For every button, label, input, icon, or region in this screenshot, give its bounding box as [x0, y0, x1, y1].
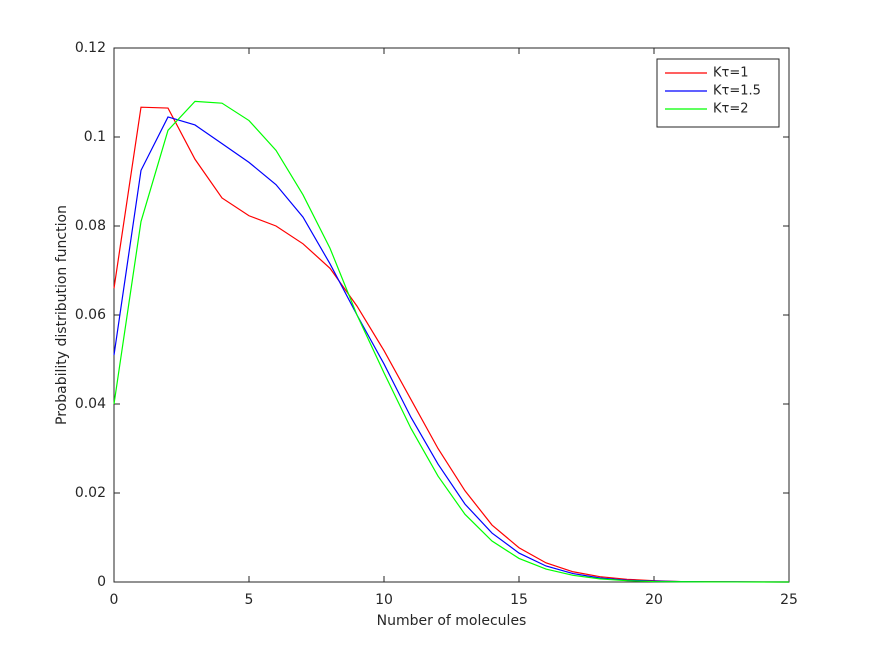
y-tick-label: 0.1 [84, 129, 106, 145]
x-tick-label: 25 [780, 592, 798, 608]
y-tick-label: 0.08 [75, 218, 106, 234]
x-tick-label: 5 [245, 592, 254, 608]
x-tick-label: 0 [110, 592, 119, 608]
y-tick-label: 0.04 [75, 396, 106, 412]
x-tick-label: 20 [645, 592, 663, 608]
y-tick-label: 0 [97, 574, 106, 590]
y-axis-label: Probability distribution function [54, 205, 70, 425]
x-tick-label: 10 [375, 592, 393, 608]
y-tick-label: 0.12 [75, 40, 106, 56]
line-series [113, 100, 789, 583]
x-axis-label: Number of molecules [377, 613, 527, 629]
legend-label: Kτ=2 [713, 102, 749, 117]
y-tick-label: 0.02 [75, 485, 106, 501]
legend-label: Kτ=1.5 [713, 84, 761, 99]
x-tick-label: 15 [510, 592, 528, 608]
y-tick-label: 0.06 [75, 307, 106, 323]
legend-label: Kτ=1 [713, 66, 749, 81]
legend-box [656, 58, 780, 128]
